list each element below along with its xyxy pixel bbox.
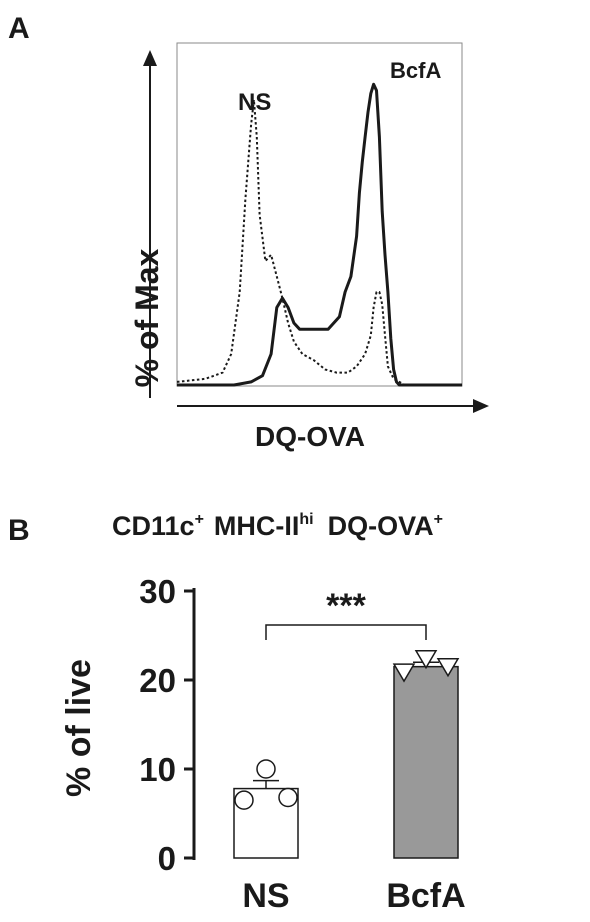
y-axis-label-a: % of Max xyxy=(129,248,165,387)
peak-label-ns: NS xyxy=(238,89,271,116)
panel-b-label: B xyxy=(8,514,30,547)
histogram-line-bcfa xyxy=(177,82,462,387)
y-axis-label-b: % of live xyxy=(60,659,98,797)
title-mhc-sup: hi xyxy=(299,511,313,528)
data-point-ns xyxy=(256,759,276,779)
bar-y-ticks-group: 0 10 20 30 xyxy=(139,573,194,877)
y-tick-label: 30 xyxy=(139,573,176,610)
peak-label-bcfa: BcfA xyxy=(390,58,441,83)
x-arrowhead xyxy=(473,399,489,413)
title-cd11c: CD11c xyxy=(112,511,195,541)
bar-chart-title: CD11c+ MHC-IIhi DQ-OVA+ xyxy=(112,511,443,541)
category-label-ns: NS xyxy=(242,877,289,915)
histogram-series-group xyxy=(176,82,462,387)
title-mhc: MHC-II xyxy=(214,511,299,541)
x-axis-label-a: DQ-OVA xyxy=(255,421,365,452)
title-dqova-sup: + xyxy=(434,511,443,528)
y-arrowhead xyxy=(143,50,157,66)
y-tick-label: 0 xyxy=(158,840,176,877)
title-dqova: DQ-OVA xyxy=(328,511,434,541)
bar-plot-group xyxy=(233,650,460,859)
title-cd11c-sup: + xyxy=(195,511,204,528)
y-tick-label: 10 xyxy=(139,751,176,788)
data-point-bcfa xyxy=(392,663,416,683)
histogram-line-ns xyxy=(176,98,462,386)
bar-bcfa xyxy=(393,665,459,859)
significance-label: *** xyxy=(326,587,366,625)
significance-bracket xyxy=(265,624,427,640)
data-point-bcfa xyxy=(414,650,438,670)
data-point-ns xyxy=(234,790,254,810)
data-point-bcfa xyxy=(436,658,460,678)
histogram-frame xyxy=(176,42,463,387)
category-label-bcfa: BcfA xyxy=(386,877,465,915)
data-point-ns xyxy=(278,787,298,808)
y-tick-label: 20 xyxy=(139,662,176,699)
panel-a-label: A xyxy=(8,12,30,45)
